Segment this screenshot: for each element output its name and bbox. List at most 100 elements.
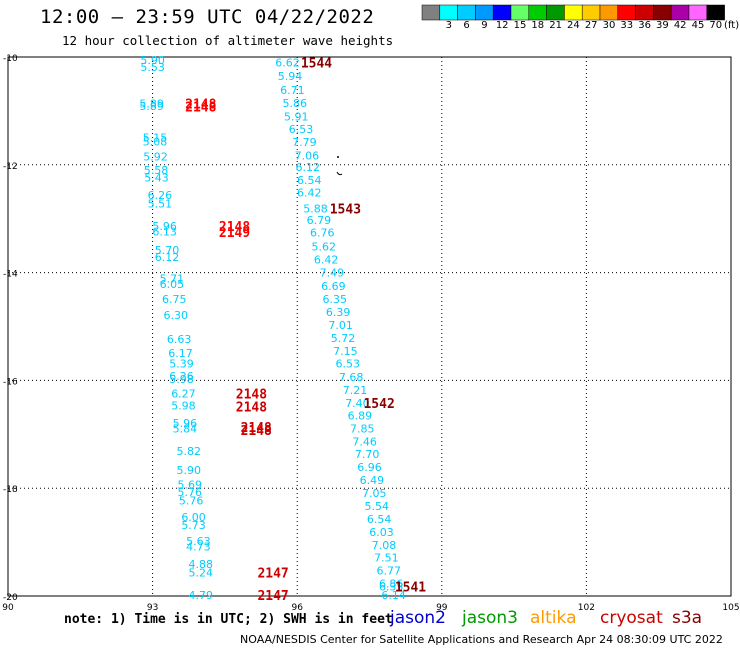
data-point-label: 5.62: [311, 241, 336, 254]
colorbar-tick-label: 9: [481, 20, 488, 31]
data-point-label: 5.63: [186, 535, 211, 548]
time-label: 2148: [236, 400, 267, 415]
colorbar-swatch: [492, 4, 512, 21]
colorbar-swatch: [457, 4, 476, 21]
time-label: 1544: [301, 56, 332, 71]
data-point-label: 6.62: [275, 56, 300, 69]
colorbar-swatch: [510, 4, 530, 21]
data-point-label: 6.63: [167, 333, 192, 346]
x-tick-label: 90: [2, 603, 14, 613]
data-point-label: 6.86: [379, 578, 404, 591]
colorbar-swatch: [439, 4, 458, 21]
data-point-label: 5.88: [303, 202, 328, 215]
chart-subtitle: 12 hour collection of altimeter wave hei…: [62, 33, 394, 48]
data-point-label: 6.14: [381, 589, 406, 602]
y-tick-label: -20: [3, 593, 18, 603]
data-point-label: 7.46: [352, 435, 377, 448]
data-point-label: 5.98: [171, 400, 196, 413]
data-point-label: 5.39: [169, 358, 194, 371]
data-point-label: 5.92: [143, 151, 168, 164]
colorbar-tick-label: 24: [567, 20, 580, 31]
colorbar-swatch: [617, 4, 636, 21]
data-point-label: 5.08: [143, 136, 168, 149]
satellite-legend-altika: altika: [530, 608, 577, 628]
data-point-label: 7.70: [355, 448, 380, 461]
data-point-label: 5.53: [140, 61, 165, 74]
colorbar-swatch: [546, 4, 565, 21]
data-point-label: 6.71: [280, 84, 305, 97]
data-point-label: 5.70: [155, 244, 180, 257]
colorbar-tick-label: 27: [584, 20, 598, 31]
colorbar-tick-label: 15: [513, 20, 527, 31]
data-point-label: 5.51: [148, 198, 173, 211]
satellite-legend-s3a: s3a: [672, 608, 703, 628]
colorbar-swatch: [564, 4, 583, 21]
x-tick-label: 93: [147, 603, 158, 613]
colorbar-unit: (ft): [724, 20, 740, 31]
time-label: 2148: [185, 97, 216, 112]
data-point-label: 6.49: [360, 474, 385, 487]
data-point-label: 7.06: [295, 150, 320, 163]
data-point-label: 5.89: [139, 97, 164, 110]
plot-frame: [7, 56, 732, 597]
data-point-label: 6.96: [357, 461, 382, 474]
y-tick-label: -14: [3, 270, 18, 280]
colorbar-tick-label: 6: [463, 20, 470, 31]
data-point-label: 5.94: [278, 70, 303, 83]
data-point-label: 5.98: [169, 373, 194, 386]
data-point-label: 5.72: [331, 332, 356, 345]
colorbar-swatch: [475, 4, 494, 21]
data-point-label: 6.05: [160, 278, 185, 291]
data-point-label: 7.05: [362, 487, 387, 500]
data-point-label: 7.15: [333, 345, 358, 358]
colorbar-tick-label: 3: [445, 20, 452, 31]
y-tick-label: -18: [3, 485, 18, 495]
satellite-legend-jason3: jason3: [462, 608, 518, 628]
time-label: 2149: [219, 226, 250, 241]
data-point-label: 6.42: [314, 254, 339, 267]
colorbar-tick-label: 30: [602, 20, 616, 31]
time-label: 1542: [363, 397, 394, 412]
data-point-label: 6.12: [155, 251, 180, 264]
colorbar-swatch: [528, 4, 547, 21]
data-point-label: 5.90: [177, 464, 202, 477]
data-point-label: 6.77: [377, 565, 402, 578]
island-mark: [337, 156, 339, 158]
data-point-label: 6.75: [162, 293, 187, 306]
data-point-label: 4.88: [189, 558, 214, 571]
colorbar-swatch: [581, 4, 601, 21]
colorbar-swatch: [688, 4, 708, 21]
time-label: 2148: [241, 421, 272, 436]
data-point-label: 5.96: [173, 417, 198, 430]
time-label: 2147: [257, 589, 288, 604]
data-point-label: 6.54: [297, 174, 322, 187]
data-point-label: 7.40: [345, 397, 370, 410]
colorbar-swatch: [599, 4, 619, 21]
time-label: 2148: [219, 220, 250, 235]
data-point-label: 7.49: [320, 267, 345, 280]
island-mark: [336, 171, 343, 176]
colorbar-tick-label: 12: [495, 20, 509, 31]
data-point-label: 5.76: [179, 495, 204, 508]
chart-title: 12:00 – 23:59 UTC 04/22/2022: [40, 6, 375, 28]
colorbar-tick-label: 39: [656, 20, 669, 31]
time-label: 2148: [241, 424, 272, 439]
satellite-legend-jason2: jason2: [390, 608, 446, 628]
data-point-label: 5.15: [143, 131, 168, 144]
data-point-label: 5.69: [177, 478, 202, 491]
data-point-label: 4.79: [189, 589, 214, 602]
data-point-label: 7.01: [328, 319, 353, 332]
colorbar-tick-label: 21: [549, 20, 562, 31]
data-point-label: 5.86: [283, 97, 308, 110]
colorbar-tick-label: 33: [620, 20, 634, 31]
colorbar-tick-label: 70: [709, 20, 723, 31]
data-point-label: 5.24: [189, 566, 214, 579]
y-tick-label: -16: [3, 377, 18, 387]
colorbar-tick-label: 18: [531, 20, 545, 31]
time-label: 2147: [257, 566, 288, 581]
data-point-label: 5.90: [140, 54, 165, 67]
x-tick-label: 105: [722, 603, 739, 613]
data-point-label: 7.85: [350, 422, 375, 435]
data-point-label: 6.79: [307, 214, 332, 227]
